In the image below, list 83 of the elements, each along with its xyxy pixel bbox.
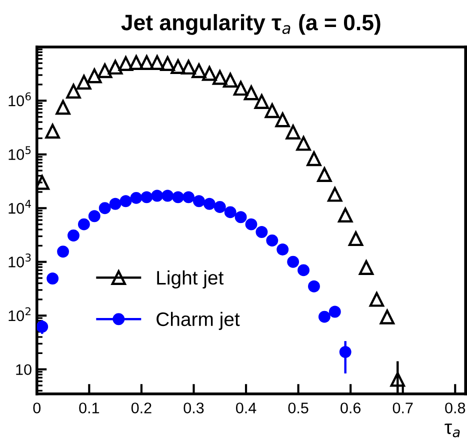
point	[275, 112, 290, 128]
y-tick-label: 10	[16, 364, 32, 376]
point	[98, 63, 112, 78]
x-tick-label: 0	[33, 402, 41, 414]
point	[308, 280, 320, 292]
point	[45, 124, 60, 139]
point	[298, 264, 310, 276]
point	[56, 100, 70, 115]
y-tick-label: 10$^{6}$	[8, 92, 31, 106]
point	[170, 59, 186, 74]
x-tick-label: 0.2	[131, 402, 152, 414]
point	[109, 198, 122, 210]
point	[287, 256, 300, 268]
x-tick-label: 0.6	[340, 402, 361, 414]
legend-label: Light jet	[157, 270, 224, 289]
point	[120, 195, 132, 208]
point	[306, 151, 322, 166]
point	[233, 80, 248, 96]
point	[151, 190, 164, 202]
point	[160, 56, 175, 71]
x-tick-label: 0.1	[79, 402, 100, 414]
y-tick-label: 10$^{4}$	[8, 200, 31, 214]
point	[224, 206, 236, 218]
point	[339, 346, 352, 358]
point	[140, 191, 153, 204]
point	[296, 136, 311, 151]
point	[182, 191, 194, 204]
point	[172, 191, 184, 204]
point	[222, 72, 238, 88]
point	[87, 68, 102, 84]
point	[369, 292, 384, 307]
point	[338, 208, 353, 223]
point	[162, 190, 174, 202]
chart-title: Jet angularity τ$_{a}$ (a = 0.5)	[121, 14, 380, 35]
point	[348, 231, 364, 246]
point	[150, 55, 164, 70]
point	[244, 85, 259, 100]
x-tick-label: 0.3	[184, 402, 204, 414]
point	[36, 320, 48, 333]
point	[203, 198, 216, 210]
point	[118, 56, 134, 71]
point	[192, 195, 205, 208]
point	[254, 94, 270, 109]
point	[328, 306, 341, 318]
point	[66, 84, 81, 99]
x-tick-label: 0.8	[445, 402, 466, 414]
x-tick-label: 0.5	[288, 402, 308, 414]
point	[76, 74, 92, 90]
point	[390, 372, 405, 387]
legend-label: Charm jet	[156, 312, 240, 330]
point	[46, 272, 59, 284]
x-tick-label: 0.7	[392, 402, 413, 414]
point	[214, 201, 226, 213]
point	[78, 218, 90, 230]
x-axis-title: τ$_{a}$	[444, 424, 460, 438]
point	[328, 187, 342, 202]
point	[264, 103, 280, 118]
point	[68, 230, 80, 242]
x-tick-label: 0.4	[236, 402, 256, 414]
point	[286, 124, 300, 140]
y-tick-label: 10$^{3}$	[8, 254, 31, 268]
point	[256, 226, 268, 238]
point	[202, 66, 217, 81]
point	[57, 246, 70, 258]
point	[108, 60, 123, 75]
point	[317, 167, 332, 182]
point	[128, 55, 144, 70]
point	[192, 63, 206, 78]
point	[98, 202, 111, 214]
point	[318, 310, 330, 323]
point	[181, 60, 196, 75]
point	[358, 260, 374, 276]
point	[212, 70, 228, 85]
y-tick-label: 10$^{2}$	[8, 307, 30, 322]
point	[234, 211, 247, 224]
point	[266, 234, 278, 246]
point	[276, 244, 289, 256]
y-tick-label: 10$^{5}$	[8, 146, 31, 160]
point	[88, 210, 100, 222]
point	[130, 192, 142, 204]
point	[245, 218, 258, 230]
point	[139, 55, 154, 70]
point	[380, 310, 395, 324]
